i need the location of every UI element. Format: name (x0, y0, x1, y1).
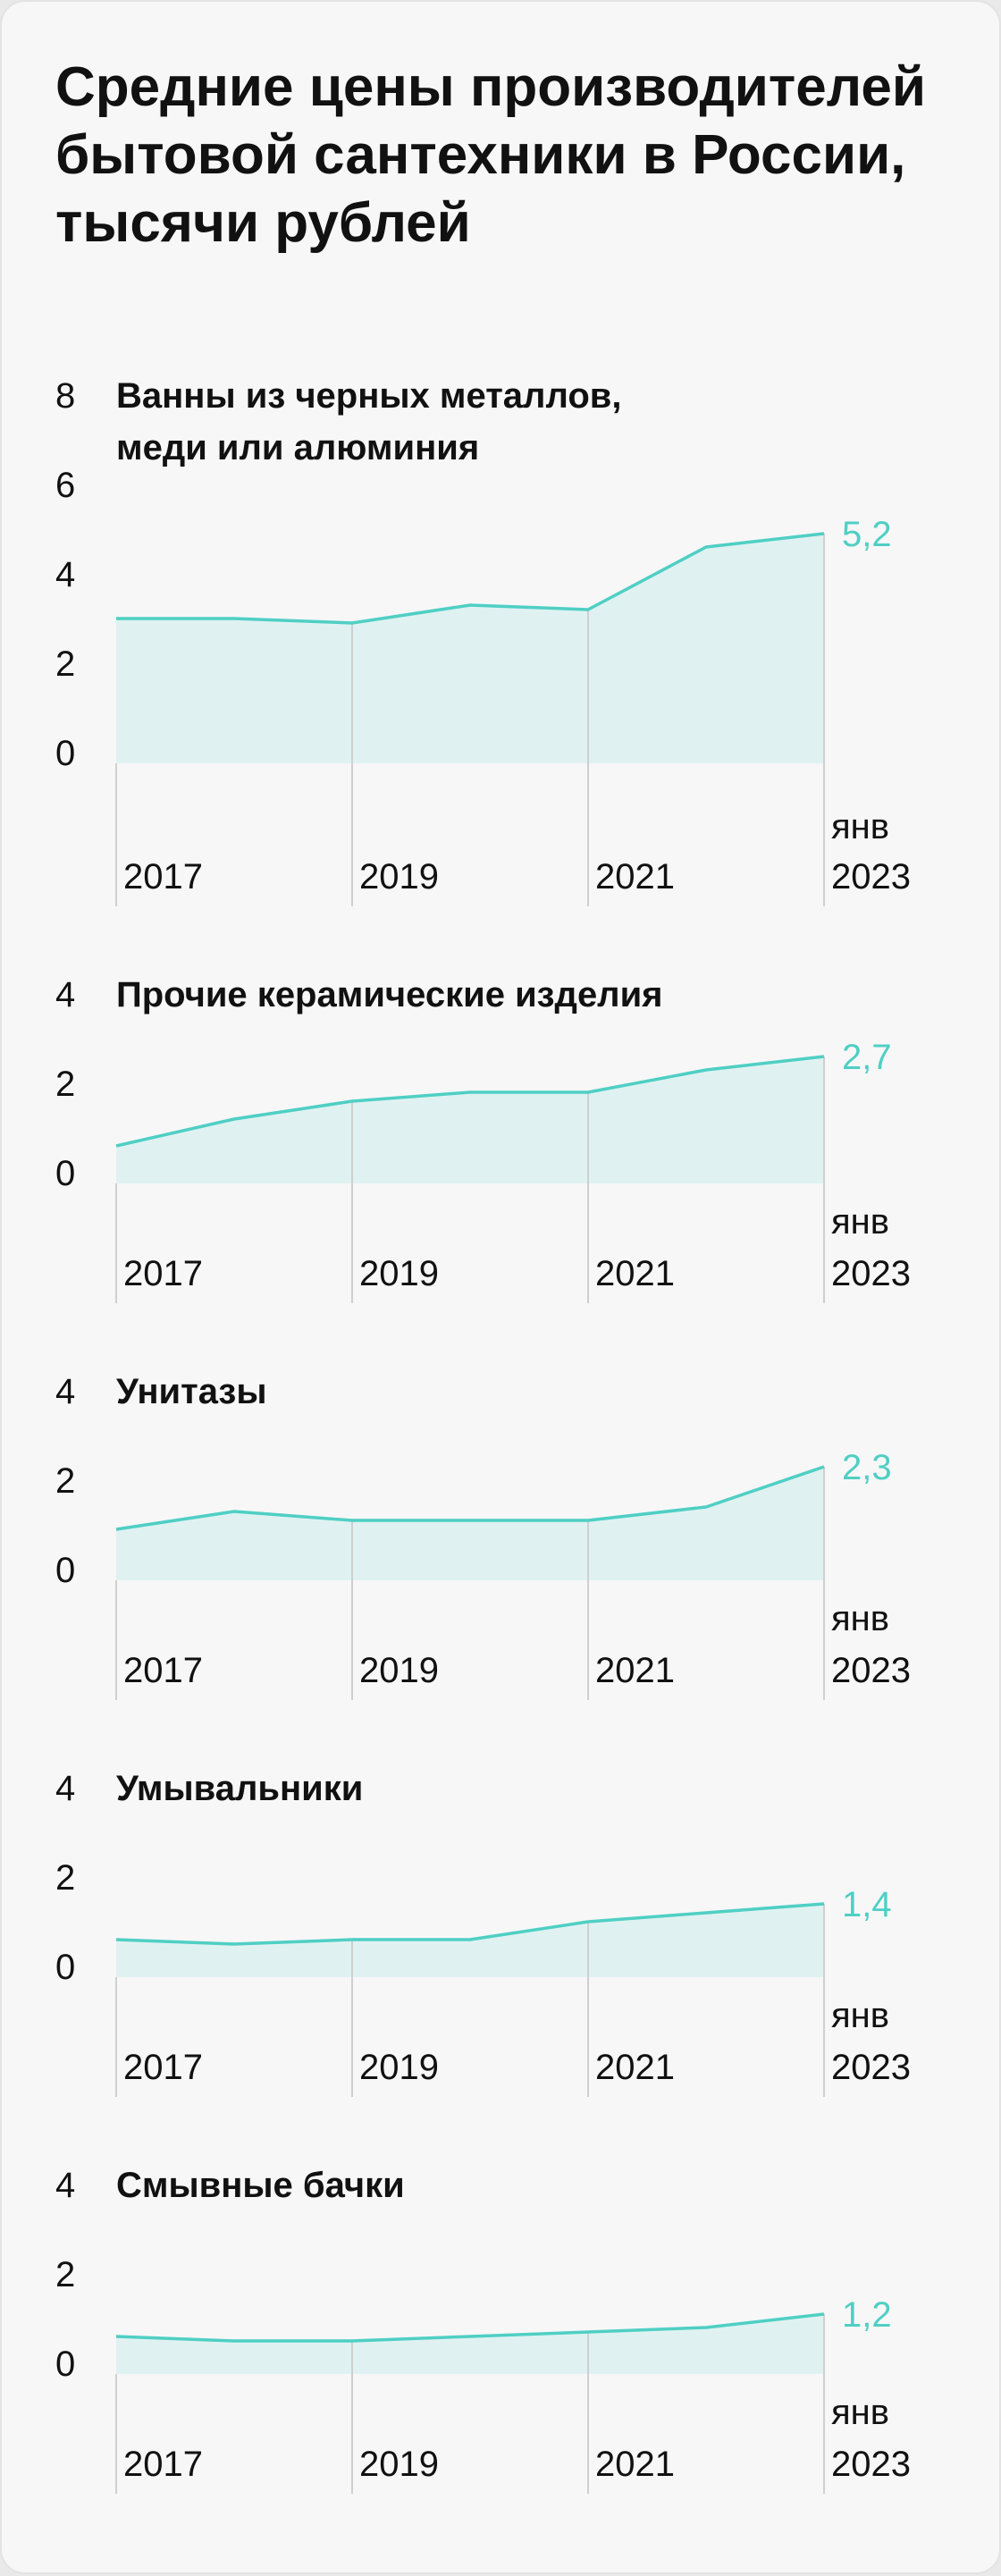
y-tick-label: 4 (55, 1769, 75, 1808)
x-tick-month-label: янв (831, 807, 889, 846)
x-tick-month-label: янв (831, 1599, 889, 1638)
x-tick-label: 2021 (595, 2445, 675, 2484)
end-value-label: 2,3 (842, 1448, 892, 1487)
x-tick-label: 2021 (595, 2048, 675, 2087)
x-tick-label: 2019 (359, 857, 439, 897)
chart-title-line: Ванны из черных металлов, (116, 376, 621, 416)
y-tick-label: 0 (55, 1154, 75, 1193)
series-area (116, 2314, 824, 2374)
x-tick-label: 2017 (123, 1254, 203, 1293)
y-tick-label: 2 (55, 1858, 75, 1898)
y-tick-label: 4 (55, 555, 75, 594)
y-tick-label: 0 (55, 1948, 75, 1987)
y-tick-label: 2 (55, 1461, 75, 1501)
x-tick-label: 2021 (595, 1651, 675, 1690)
y-tick-label: 0 (55, 1551, 75, 1590)
x-tick-label: 2019 (359, 1254, 439, 1293)
end-value-label: 1,2 (842, 2295, 892, 2335)
x-tick-label: 2019 (359, 2445, 439, 2484)
chart-title: Смывные бачки (116, 2166, 405, 2205)
chart-4: 0 2 4 Умывальники 1,4 янв 2017 2019 2021 2023 (55, 1769, 911, 2097)
chart-title: Умывальники (116, 1769, 363, 1808)
x-tick-label: 2017 (123, 2445, 203, 2484)
y-tick-label: 0 (55, 2344, 75, 2384)
y-tick-label: 2 (55, 644, 75, 684)
chart-title-line: Унитазы (116, 1372, 266, 1411)
end-value-label: 2,7 (842, 1038, 892, 1077)
x-tick-month-label: янв (831, 1996, 889, 2035)
y-tick-label: 4 (55, 1372, 75, 1411)
end-value-label: 1,4 (842, 1885, 892, 1924)
y-tick-label: 4 (55, 975, 75, 1014)
x-tick-label: 2017 (123, 857, 203, 897)
y-tick-label: 8 (55, 376, 75, 416)
chart-title-line: Умывальники (116, 1769, 363, 1808)
chart-3: 0 2 4 Унитазы 2,3 янв 2017 2019 2021 2023 (55, 1372, 911, 1700)
x-tick-label: 2021 (595, 1254, 675, 1293)
chart-title-line: меди или алюминия (116, 428, 479, 467)
y-tick-label: 2 (55, 2255, 75, 2294)
y-tick-label: 2 (55, 1065, 75, 1104)
chart-title-line: Прочие керамические изделия (116, 975, 663, 1014)
chart-1: 0 2 4 6 8 Ванны из черных металлов, меди или а… (55, 376, 911, 906)
x-tick-label: 2023 (831, 1254, 911, 1293)
x-tick-label: 2023 (831, 2445, 911, 2484)
x-tick-label: 2021 (595, 857, 675, 897)
series-area (116, 1467, 824, 1580)
end-value-label: 5,2 (842, 515, 892, 554)
y-tick-label: 4 (55, 2166, 75, 2205)
series-area (116, 1056, 824, 1183)
chart-title: Прочие керамические изделия (116, 975, 663, 1014)
x-tick-label: 2017 (123, 1651, 203, 1690)
chart-2: 0 2 4 Прочие керамические изделия 2,7 янв 2017… (55, 975, 911, 1303)
x-tick-label: 2023 (831, 1651, 911, 1690)
x-tick-month-label: янв (831, 1202, 889, 1242)
chart-5: 0 2 4 Смывные бачки 1,2 янв 2017 2019 2021 2023 (55, 2166, 911, 2494)
chart-title: Унитазы (116, 1372, 266, 1411)
x-tick-label: 2023 (831, 2048, 911, 2087)
x-tick-label: 2019 (359, 2048, 439, 2087)
y-tick-label: 0 (55, 734, 75, 773)
chart-title: Ванны из черных металлов, меди или алюмин… (116, 376, 621, 467)
x-tick-label: 2023 (831, 857, 911, 897)
series-area (116, 534, 824, 763)
x-tick-label: 2017 (123, 2048, 203, 2087)
chart-title-line: Смывные бачки (116, 2166, 405, 2205)
y-tick-label: 6 (55, 466, 75, 505)
x-tick-month-label: янв (831, 2393, 889, 2432)
x-tick-label: 2019 (359, 1651, 439, 1690)
